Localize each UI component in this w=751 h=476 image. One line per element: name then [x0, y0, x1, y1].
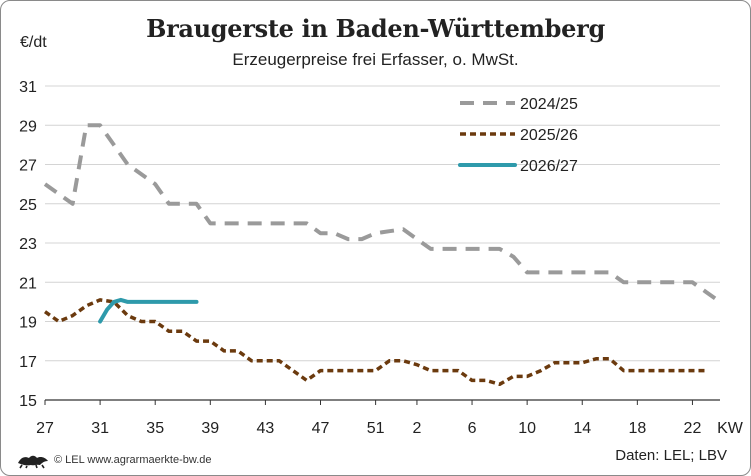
x-tick-label: 27	[36, 420, 54, 437]
x-tick-label: 22	[684, 420, 702, 437]
lion-logo-icon	[18, 455, 48, 469]
x-axis-label: KW	[717, 420, 744, 437]
x-tick-label: 18	[628, 420, 646, 437]
x-tick-label: 10	[518, 420, 536, 437]
y-axis-unit: €/dt	[20, 34, 47, 51]
y-tick-label: 17	[19, 354, 37, 371]
y-tick-labels: 15 17 19 21 23 25 27 29 31	[19, 79, 37, 410]
y-tick-label: 27	[19, 158, 37, 175]
chart-title: Braugerste in Baden-Württemberg	[146, 14, 605, 43]
x-tick-label: 35	[146, 420, 164, 437]
series-line-2025-26	[43, 298, 707, 387]
y-tick-label: 29	[19, 118, 37, 135]
x-tick-labels: 27 31 35 39 43 47 51 2 6 10 14 18 22	[36, 400, 701, 437]
y-tick-label: 19	[19, 315, 37, 332]
x-tick-label: 47	[312, 420, 330, 437]
data-source: Daten: LEL; LBV	[615, 447, 727, 464]
chart-subtitle: Erzeugerpreise frei Erfasser, o. MwSt.	[232, 50, 519, 69]
x-tick-label: 31	[91, 420, 109, 437]
y-tick-label: 15	[19, 393, 37, 410]
y-tick-label: 23	[19, 236, 37, 253]
legend: 2024/25 2025/26 2026/27	[458, 96, 578, 175]
series-lines	[43, 123, 722, 387]
x-tick-label: 14	[573, 420, 591, 437]
legend-label: 2025/26	[520, 127, 578, 144]
y-tick-label: 21	[19, 275, 37, 292]
legend-label: 2026/27	[520, 158, 578, 175]
x-tick-label: 2	[412, 420, 421, 437]
y-tick-label: 25	[19, 197, 37, 214]
credit-text: © LEL www.agrarmaerkte-bw.de	[54, 454, 212, 466]
legend-label: 2024/25	[520, 96, 578, 113]
footer-credit: © LEL www.agrarmaerkte-bw.de	[16, 451, 212, 469]
grid-lines	[45, 85, 720, 401]
x-tick-label: 6	[468, 420, 477, 437]
x-tick-label: 43	[257, 420, 275, 437]
series-line-2024-25	[43, 123, 722, 304]
series-line-2026-27	[98, 297, 199, 324]
y-tick-label: 31	[19, 79, 37, 96]
x-tick-label: 39	[201, 420, 219, 437]
x-tick-label: 51	[367, 420, 385, 437]
